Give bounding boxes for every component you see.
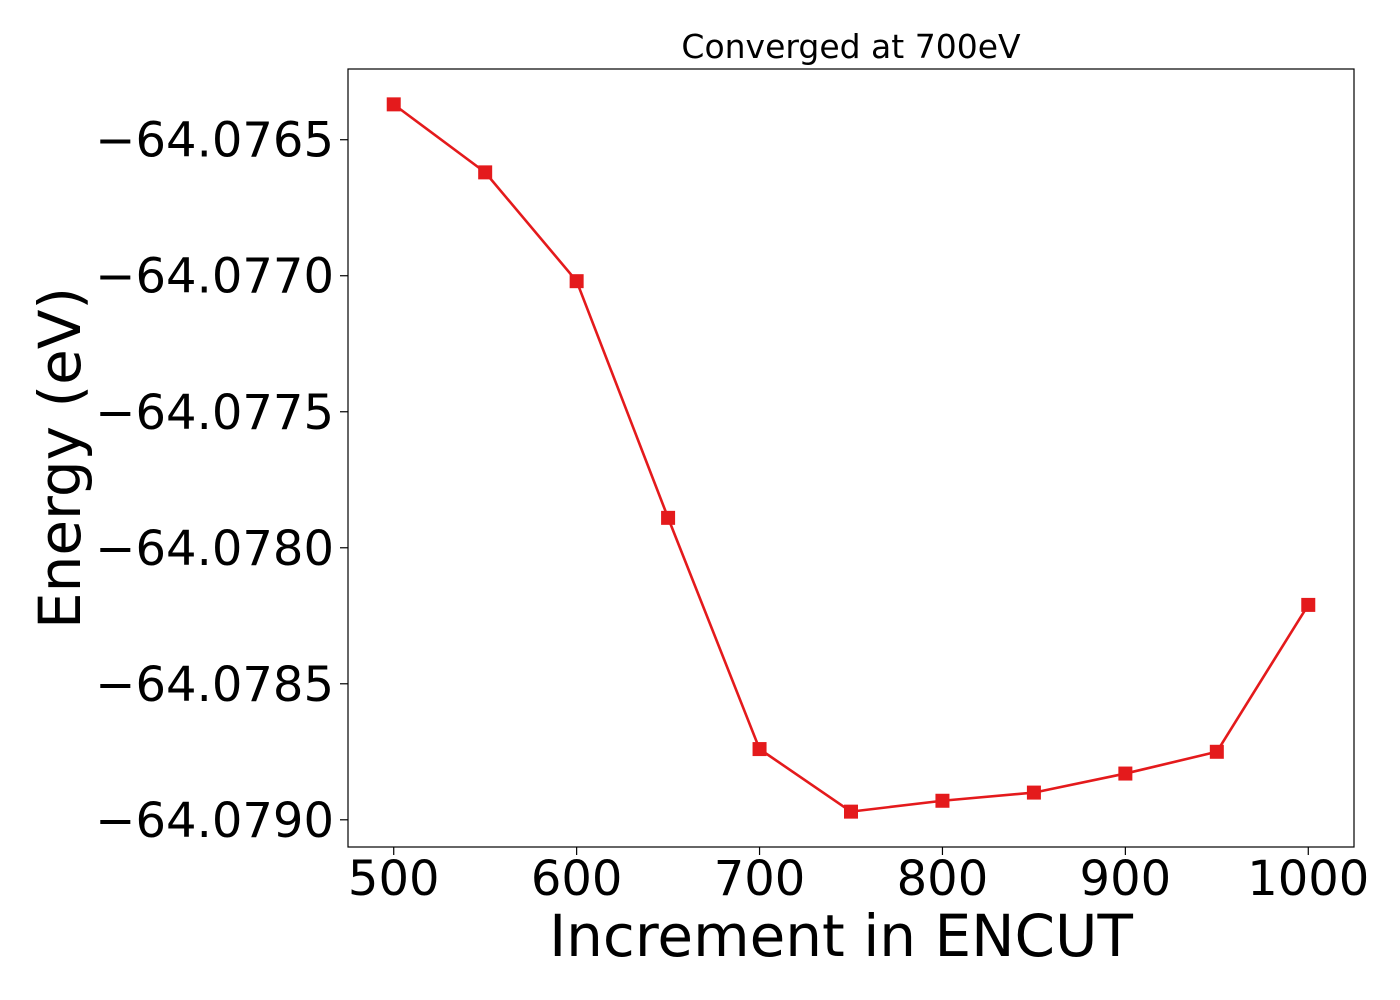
data-point xyxy=(844,804,858,819)
data-point xyxy=(478,165,493,180)
y-tick-label: −64.0780 xyxy=(95,521,334,577)
y-tick-label: −64.0775 xyxy=(95,385,334,441)
series-layer xyxy=(386,97,1316,819)
y-axis: −64.0765 −64.0770 −64.0775 −64.0780 −64.0785… xyxy=(95,113,348,849)
x-tick-label: 900 xyxy=(1080,851,1172,907)
data-point xyxy=(569,274,584,289)
x-tick-label: 800 xyxy=(897,851,989,907)
data-point xyxy=(1118,766,1133,781)
chart-title: Converged at 700eV xyxy=(681,27,1021,66)
data-point xyxy=(1301,597,1316,612)
data-point xyxy=(1026,785,1041,800)
x-tick-label: 600 xyxy=(531,851,623,907)
data-point xyxy=(386,97,401,112)
data-point xyxy=(1209,744,1224,759)
y-tick-label: −64.0790 xyxy=(95,793,334,849)
x-axis: 500 600 700 800 900 1000 xyxy=(348,847,1369,907)
y-tick-label: −64.0765 xyxy=(95,113,334,169)
x-tick-label: 500 xyxy=(348,851,440,907)
y-tick-label: −64.0785 xyxy=(95,657,334,713)
data-point xyxy=(935,793,950,808)
x-tick-label: 700 xyxy=(714,851,806,907)
y-axis-label: Energy (eV) xyxy=(26,287,94,629)
x-tick-label: 1000 xyxy=(1247,851,1369,907)
data-point xyxy=(661,510,676,525)
data-point xyxy=(752,742,767,757)
plot-area xyxy=(347,68,1355,848)
y-tick-label: −64.0770 xyxy=(95,249,334,305)
x-axis-label: Increment in ENCUT xyxy=(549,902,1133,970)
